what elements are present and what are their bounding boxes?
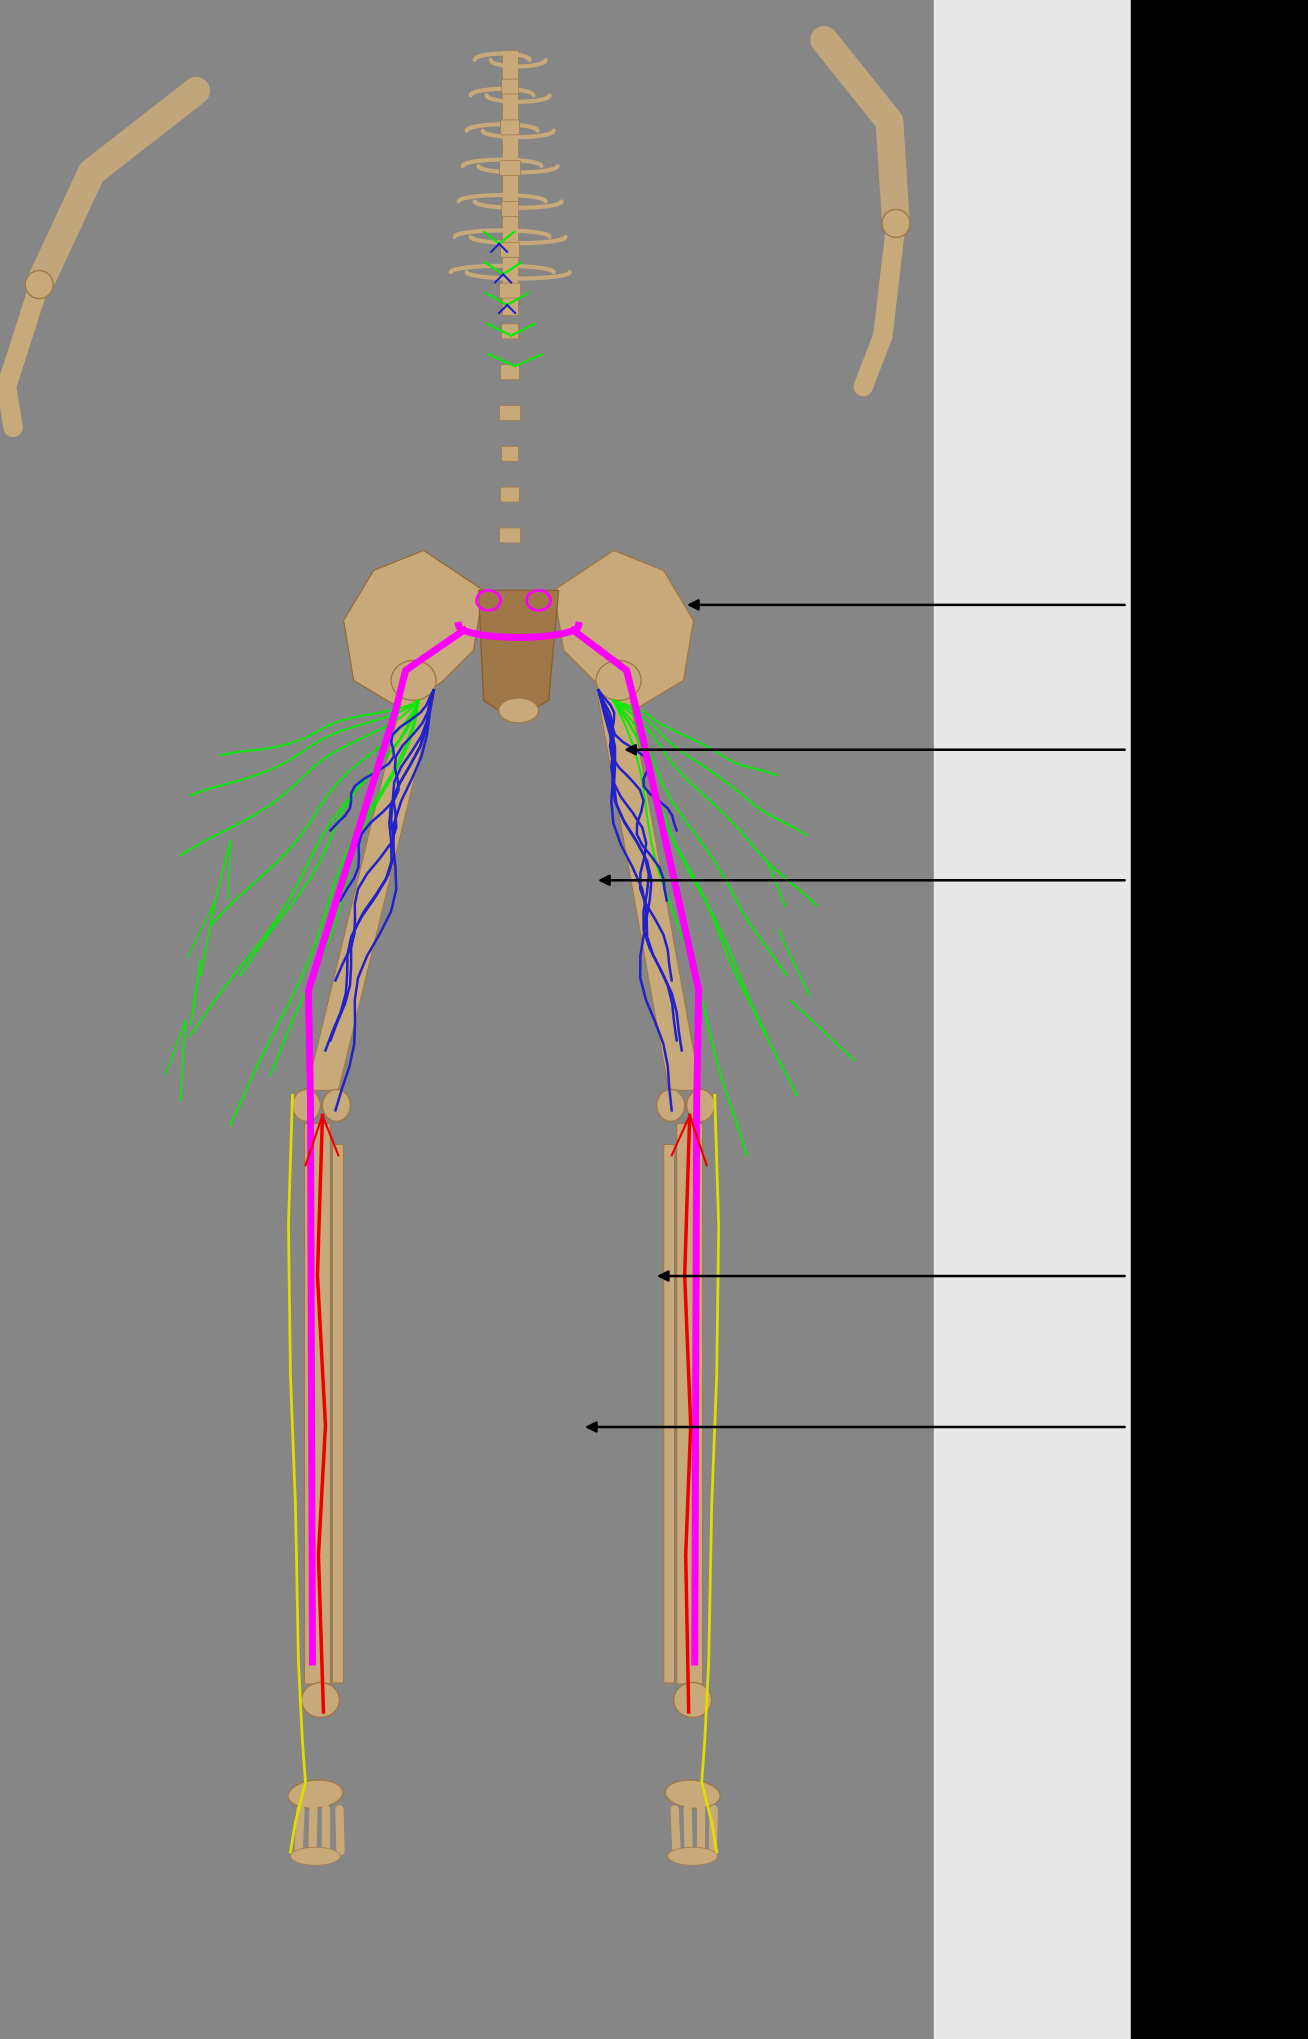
Ellipse shape bbox=[293, 1091, 320, 1121]
Polygon shape bbox=[598, 695, 701, 1091]
FancyBboxPatch shape bbox=[502, 80, 518, 96]
FancyBboxPatch shape bbox=[500, 161, 521, 177]
FancyBboxPatch shape bbox=[663, 1144, 675, 1682]
Ellipse shape bbox=[657, 1091, 684, 1121]
FancyBboxPatch shape bbox=[500, 406, 521, 422]
Bar bbox=[934, 0, 1131, 2039]
FancyBboxPatch shape bbox=[502, 447, 518, 463]
FancyBboxPatch shape bbox=[332, 1144, 344, 1682]
Ellipse shape bbox=[288, 1780, 343, 1809]
Polygon shape bbox=[344, 551, 484, 712]
FancyBboxPatch shape bbox=[501, 487, 519, 504]
Ellipse shape bbox=[596, 661, 641, 701]
Ellipse shape bbox=[391, 661, 436, 701]
Ellipse shape bbox=[882, 210, 910, 239]
Polygon shape bbox=[306, 695, 434, 1091]
Ellipse shape bbox=[666, 1780, 721, 1809]
Bar bbox=[1131, 0, 1308, 2039]
Polygon shape bbox=[553, 551, 693, 712]
FancyBboxPatch shape bbox=[500, 528, 521, 544]
Ellipse shape bbox=[290, 1847, 340, 1866]
FancyBboxPatch shape bbox=[676, 1123, 702, 1684]
Polygon shape bbox=[479, 591, 559, 722]
Ellipse shape bbox=[323, 1091, 351, 1121]
FancyBboxPatch shape bbox=[502, 202, 518, 218]
Ellipse shape bbox=[674, 1682, 712, 1717]
FancyBboxPatch shape bbox=[501, 120, 519, 137]
Ellipse shape bbox=[687, 1091, 714, 1121]
Ellipse shape bbox=[667, 1847, 718, 1866]
FancyBboxPatch shape bbox=[500, 283, 521, 300]
Bar bbox=[502, 51, 518, 316]
Bar bbox=[0, 0, 934, 2039]
Ellipse shape bbox=[301, 1682, 340, 1717]
Ellipse shape bbox=[498, 699, 539, 724]
FancyBboxPatch shape bbox=[501, 365, 519, 381]
FancyBboxPatch shape bbox=[305, 1123, 331, 1684]
Ellipse shape bbox=[25, 271, 54, 300]
FancyBboxPatch shape bbox=[502, 324, 518, 341]
FancyBboxPatch shape bbox=[501, 243, 519, 259]
